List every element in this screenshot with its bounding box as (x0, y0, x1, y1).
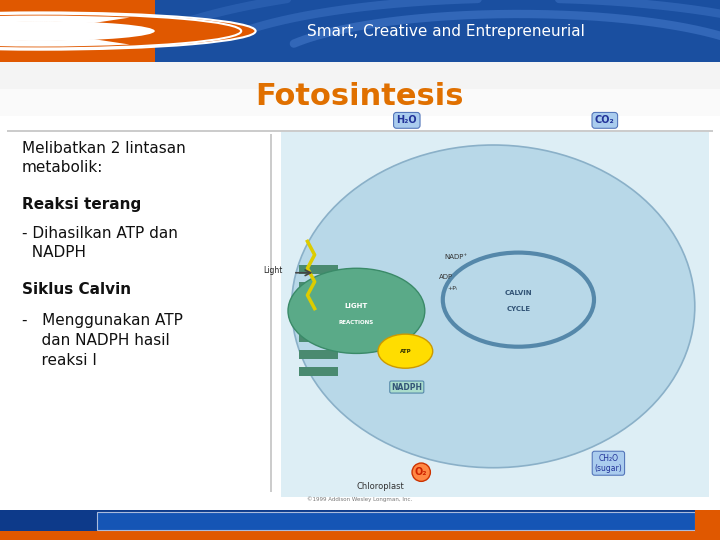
Text: ADP: ADP (439, 274, 454, 280)
Text: Esa Unggul: Esa Unggul (55, 25, 125, 35)
Text: Universitas: Universitas (32, 20, 55, 24)
Bar (7, 130, 713, 132)
Text: REACTIONS: REACTIONS (339, 320, 374, 325)
Text: Smart, Creative and Entrepreneurial: Smart, Creative and Entrepreneurial (307, 24, 585, 38)
Circle shape (378, 334, 433, 368)
Bar (0, 0, 155, 62)
Ellipse shape (292, 145, 695, 468)
Text: LIGHT: LIGHT (345, 303, 368, 309)
Bar (299, 367, 338, 376)
Bar (299, 299, 338, 308)
Wedge shape (0, 16, 130, 46)
Text: CYCLE: CYCLE (506, 306, 531, 312)
Bar (0, 510, 720, 531)
Text: ATP: ATP (400, 349, 411, 354)
Text: Chloroplast: Chloroplast (356, 483, 404, 491)
Text: NADP⁺: NADP⁺ (444, 254, 467, 260)
Bar (281, 132, 709, 497)
Text: Reaksi terang: Reaksi terang (22, 197, 141, 212)
Text: Light: Light (264, 266, 283, 275)
Text: -   Menggunakan ATP
    dan NADPH hasil
    reaksi I: - Menggunakan ATP dan NADPH hasil reaksi… (22, 313, 182, 368)
Text: CO₂: CO₂ (595, 116, 615, 125)
Bar (97, 512, 695, 530)
Bar (0, 531, 720, 540)
Bar (299, 333, 338, 342)
Text: ©1999 Addison Wesley Longman, Inc.: ©1999 Addison Wesley Longman, Inc. (307, 496, 413, 502)
Bar (299, 350, 338, 359)
Text: H₂O: H₂O (397, 116, 417, 125)
Text: O₂: O₂ (415, 467, 428, 477)
Text: - Dihasilkan ATP dan
  NADPH: - Dihasilkan ATP dan NADPH (22, 226, 177, 260)
Bar (0, 89, 720, 116)
Bar (299, 282, 338, 291)
Circle shape (0, 12, 256, 50)
Bar (0, 62, 720, 89)
Text: Siklus Calvin: Siklus Calvin (22, 282, 131, 296)
Text: CALVIN: CALVIN (505, 290, 532, 296)
Text: Melibatkan 2 lintasan
metabolik:: Melibatkan 2 lintasan metabolik: (22, 140, 185, 176)
Text: NADPH: NADPH (391, 382, 423, 392)
Text: CH₂O
(sugar): CH₂O (sugar) (595, 454, 622, 473)
Bar (299, 316, 338, 325)
Circle shape (0, 21, 155, 41)
Bar (97, 512, 695, 530)
Bar (299, 265, 338, 274)
Bar (270, 134, 272, 492)
Bar (695, 510, 720, 531)
Text: Fotosintesis: Fotosintesis (256, 82, 464, 111)
Circle shape (288, 268, 425, 354)
Text: +Pᵢ: +Pᵢ (447, 286, 457, 291)
